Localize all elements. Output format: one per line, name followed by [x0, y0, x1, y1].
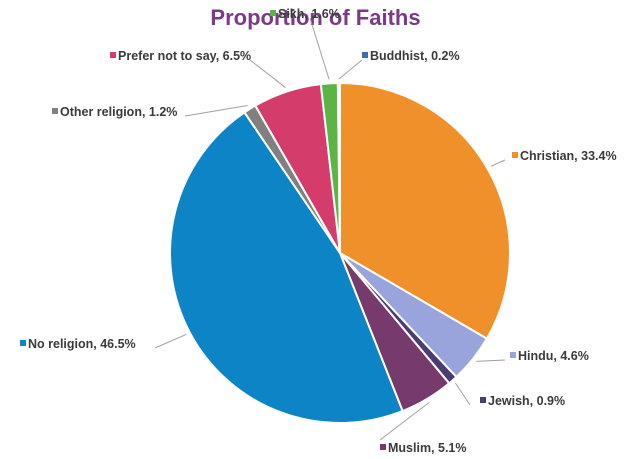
label-marker-jewish [480, 397, 486, 403]
pie-slice-no-religion [169, 111, 404, 424]
data-label-muslim: Muslim, 5.1% [388, 441, 467, 455]
label-marker-other-religion [52, 108, 58, 114]
label-marker-no-religion [20, 340, 26, 346]
leader-line-sikh [309, 17, 330, 80]
leader-line-buddhist [338, 59, 363, 80]
label-marker-muslim [380, 444, 386, 450]
label-marker-prefer-not-to-say [110, 52, 116, 58]
data-label-hindu: Hindu, 4.6% [518, 349, 589, 363]
leader-line-muslim [379, 402, 430, 441]
data-label-sikh: Sikh, 1.6% [278, 7, 340, 21]
pie-slice-christian [339, 81, 511, 340]
leader-line-christian [490, 159, 506, 167]
data-label-christian: Christian, 33.4% [520, 149, 617, 163]
leader-line-jewish [455, 382, 471, 406]
data-label-jewish: Jewish, 0.9% [488, 394, 565, 408]
label-marker-buddhist [362, 52, 368, 58]
label-marker-christian [512, 152, 518, 158]
data-label-prefer-not-to-say: Prefer not to say, 6.5% [118, 49, 251, 63]
label-marker-hindu [510, 352, 516, 358]
leader-line-prefer-not-to-say [249, 59, 287, 89]
chart-title: Proportion of Faiths [210, 5, 421, 30]
data-label-other-religion: Other religion, 1.2% [60, 105, 177, 119]
data-label-buddhist: Buddhist, 0.2% [370, 49, 460, 63]
leader-line-other-religion [184, 105, 248, 117]
label-marker-sikh [270, 10, 276, 16]
pie-slice-buddhist [336, 81, 341, 254]
leader-line-hindu [476, 359, 506, 362]
data-label-no-religion: No religion, 46.5% [28, 337, 136, 351]
leader-line-no-religion [154, 333, 187, 349]
